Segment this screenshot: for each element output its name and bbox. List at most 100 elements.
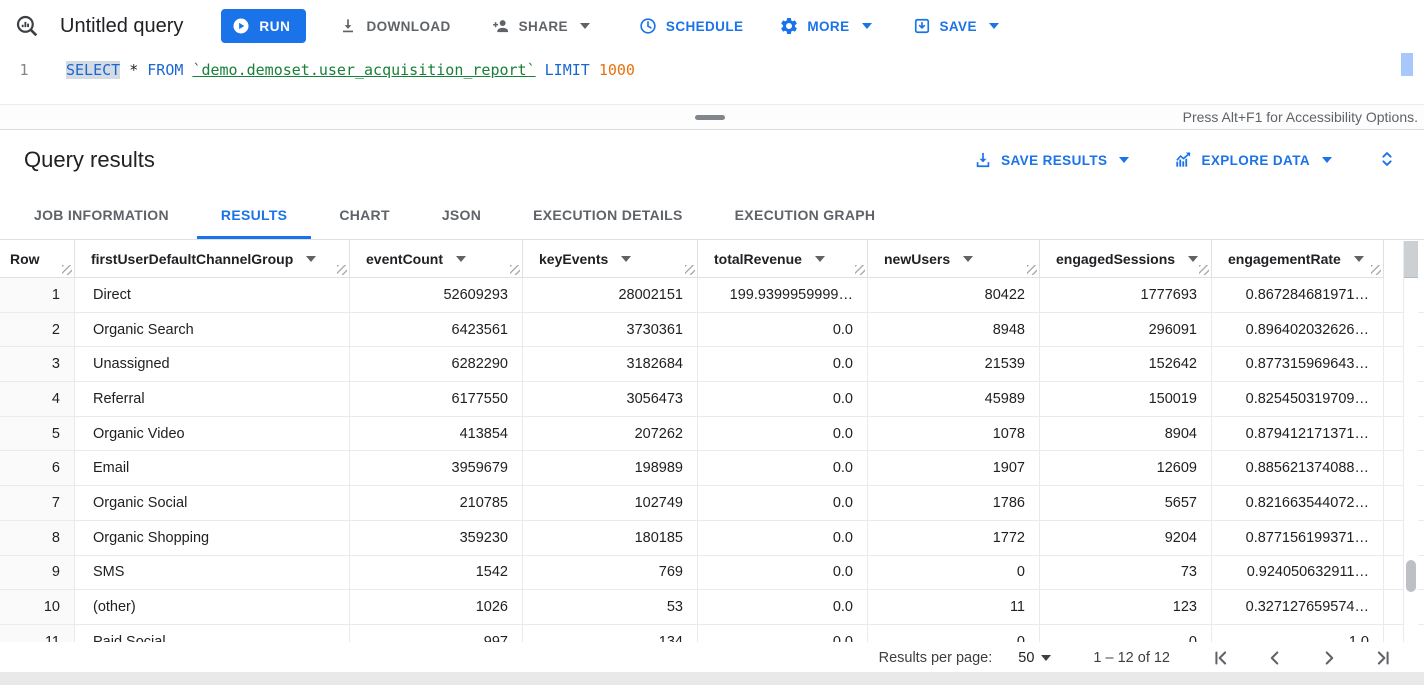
table-cell: 1772 (868, 520, 1040, 555)
column-menu-icon[interactable] (456, 255, 466, 262)
table-cell: 0.877156199371… (1212, 520, 1384, 555)
tab-job-information[interactable]: JOB INFORMATION (34, 206, 169, 223)
tab-json[interactable]: JSON (441, 206, 482, 223)
explore-data-button[interactable]: EXPLORE DATA (1173, 150, 1332, 170)
table-cell: 3056473 (523, 382, 698, 416)
table-cell: 0.327127659574… (1212, 590, 1384, 624)
column-header-engagementRate[interactable]: engagementRate (1212, 240, 1384, 278)
column-header-eventCount[interactable]: eventCount (350, 240, 523, 278)
tab-chart[interactable]: CHART (339, 206, 390, 223)
column-resize-grip-icon[interactable] (1027, 265, 1037, 275)
column-resize-grip-icon[interactable] (62, 265, 72, 275)
table-cell: 150019 (1040, 382, 1212, 416)
column-menu-icon[interactable] (1353, 255, 1364, 262)
save-label: SAVE (939, 18, 977, 34)
table-row: 3 Unassigned 6282290 3182684 0.0 21539 152642 0… (0, 347, 1424, 383)
explore-data-chart-icon (1173, 150, 1193, 170)
save-button[interactable]: SAVE (912, 16, 999, 36)
row-number-cell: 9 (0, 555, 75, 590)
next-page-button[interactable] (1318, 647, 1340, 669)
download-label: DOWNLOAD (366, 18, 451, 34)
column-menu-icon[interactable] (963, 255, 974, 262)
more-dropdown-icon (861, 23, 872, 29)
column-header-firstUserDefaultChannelGroup[interactable]: firstUserDefaultChannelGroup (75, 240, 350, 278)
table-vertical-scrollbar[interactable] (1403, 241, 1418, 642)
table-cell: Email (75, 451, 350, 486)
run-label: RUN (259, 18, 291, 34)
query-title: Untitled query (60, 14, 184, 37)
table-cell: 0.0 (698, 624, 868, 642)
table-cell: Organic Video (75, 416, 350, 451)
column-resize-grip-icon[interactable] (337, 265, 347, 275)
table-cell: Paid Social (75, 624, 350, 642)
table-cell: 11 (868, 590, 1040, 624)
tab-execution-details[interactable]: EXECUTION DETAILS (533, 206, 683, 223)
results-table: Row firstUserDefaultChannelGroup eventCoun… (0, 240, 1424, 642)
sql-editor[interactable]: 1 SELECT * FROM `demo.demoset.user_acqui… (0, 52, 1424, 104)
table-cell: 3959679 (350, 451, 523, 486)
table-cell: 0.879412171371… (1212, 416, 1384, 451)
row-number-cell: 7 (0, 486, 75, 520)
table-cell: 52609293 (350, 278, 523, 312)
table-header-row: Row firstUserDefaultChannelGroup eventCoun… (0, 240, 1424, 278)
table-cell: 0 (868, 555, 1040, 590)
tab-results[interactable]: RESULTS (196, 190, 312, 239)
sql-token-keyword: FROM (147, 61, 184, 79)
table-cell: Organic Search (75, 312, 350, 347)
column-resize-grip-icon[interactable] (510, 265, 520, 275)
column-resize-grip-icon[interactable] (685, 265, 695, 275)
schedule-button[interactable]: SCHEDULE (638, 16, 743, 36)
table-row: 6 Email 3959679 198989 0.0 1907 12609 0.8856213… (0, 451, 1424, 487)
table-cell: (other) (75, 590, 350, 624)
editor-scrollbar-thumb[interactable] (1401, 53, 1413, 76)
save-results-button[interactable]: SAVE RESULTS (973, 150, 1130, 170)
sql-token-keyword: LIMIT (544, 61, 590, 79)
column-resize-grip-icon[interactable] (1199, 265, 1209, 275)
table-cell: 0.0 (698, 555, 868, 590)
column-menu-icon[interactable] (621, 255, 632, 262)
sql-token-plain (536, 61, 545, 79)
first-page-button[interactable] (1210, 647, 1232, 669)
table-cell: 0 (1040, 624, 1212, 642)
download-button[interactable]: DOWNLOAD (338, 16, 450, 36)
column-header-totalRevenue[interactable]: totalRevenue (698, 240, 868, 278)
double-chevron-icon (1376, 148, 1398, 173)
run-button[interactable]: RUN (221, 9, 307, 43)
table-cell: 9204 (1040, 520, 1212, 555)
table-scrollbar-thumb[interactable] (1406, 560, 1416, 592)
collapse-expand-button[interactable] (1376, 148, 1398, 173)
row-number-cell: 5 (0, 416, 75, 451)
table-row: 11 Paid Social 997 134 0.0 0 0 1.0 (0, 624, 1424, 642)
column-header-keyEvents[interactable]: keyEvents (523, 240, 698, 278)
share-dropdown-icon (579, 23, 590, 29)
table-cell: 359230 (350, 520, 523, 555)
schedule-label: SCHEDULE (665, 18, 744, 34)
save-results-label: SAVE RESULTS (1001, 152, 1108, 168)
column-header-Row[interactable]: Row (0, 240, 75, 278)
download-icon (338, 16, 358, 36)
table-cell: 199.9399959999… (698, 278, 868, 312)
table-cell: 3730361 (523, 312, 698, 347)
column-header-newUsers[interactable]: newUsers (868, 240, 1040, 278)
splitter-handle[interactable] (695, 115, 725, 120)
share-button[interactable]: SHARE (491, 16, 590, 36)
save-results-dropdown-icon (1119, 157, 1130, 163)
column-menu-icon[interactable] (306, 255, 317, 262)
column-menu-icon[interactable] (1188, 255, 1199, 262)
page-size-select[interactable]: 50 (1018, 650, 1052, 666)
last-page-button[interactable] (1372, 647, 1394, 669)
sql-code-line[interactable]: SELECT * FROM `demo.demoset.user_acquisi… (66, 58, 635, 82)
column-resize-grip-icon[interactable] (1371, 265, 1381, 275)
row-number-cell: 4 (0, 382, 75, 416)
more-label: MORE (807, 18, 850, 34)
horizontal-scrollbar[interactable] (0, 672, 1424, 685)
tab-execution-graph[interactable]: EXECUTION GRAPH (734, 206, 876, 223)
table-cell: SMS (75, 555, 350, 590)
more-button[interactable]: MORE (779, 16, 872, 36)
column-header-engagedSessions[interactable]: engagedSessions (1040, 240, 1212, 278)
save-icon (912, 16, 932, 36)
column-menu-icon[interactable] (814, 255, 825, 262)
column-resize-grip-icon[interactable] (855, 265, 865, 275)
previous-page-button[interactable] (1264, 647, 1286, 669)
